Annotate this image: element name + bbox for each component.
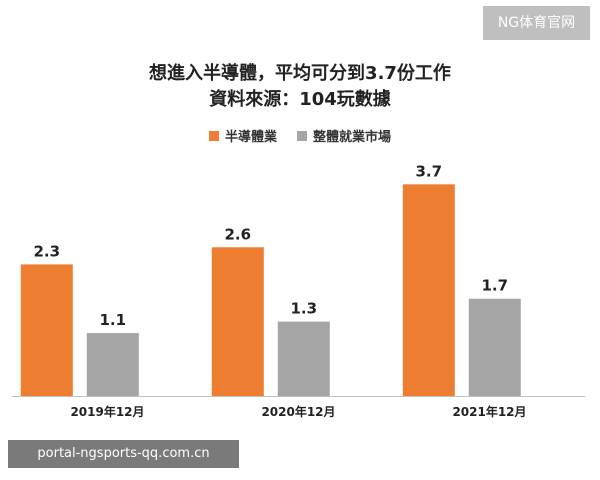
legend-label-semiconductor: 半導體業 <box>224 130 277 145</box>
data-label-semiconductor-2: 2.6 <box>224 225 251 243</box>
bar-overall-market-1 <box>86 333 139 396</box>
data-label-overall-market-2: 1.3 <box>290 300 317 318</box>
legend: 半導體業 整體就業市場 <box>0 126 600 145</box>
data-label-semiconductor-3: 3.7 <box>415 162 442 180</box>
legend-item-semiconductor: 半導體業 <box>208 126 277 145</box>
legend-label-overall-market: 整體就業市場 <box>313 130 392 145</box>
watermark-bottom: portal-ngsports-qq.com.cn <box>8 440 239 468</box>
legend-swatch-overall-market <box>297 130 307 141</box>
bar-semiconductor-3 <box>402 184 455 396</box>
data-label-overall-market-3: 1.7 <box>481 277 508 295</box>
data-label-semiconductor-1: 2.3 <box>33 242 60 260</box>
chart-subtitle: 資料來源：104玩數據 <box>209 89 391 110</box>
x-tick-label-3: 2021年12月 <box>452 404 526 419</box>
x-tick-label-2: 2020年12月 <box>261 404 335 419</box>
watermark-top: NG体育官网 <box>483 6 590 40</box>
chart-title: 想進入半導體，平均可分到3.7份工作 <box>149 63 451 84</box>
data-label-overall-market-1: 1.1 <box>99 311 126 329</box>
legend-item-overall-market: 整體就業市場 <box>297 126 391 145</box>
bar-overall-market-3 <box>468 298 521 396</box>
bar-semiconductor-2 <box>211 247 264 396</box>
legend-swatch-semiconductor <box>208 130 219 141</box>
bar-semiconductor-1 <box>20 264 73 396</box>
bar-overall-market-2 <box>277 321 330 396</box>
x-tick-label-1: 2019年12月 <box>70 404 144 419</box>
